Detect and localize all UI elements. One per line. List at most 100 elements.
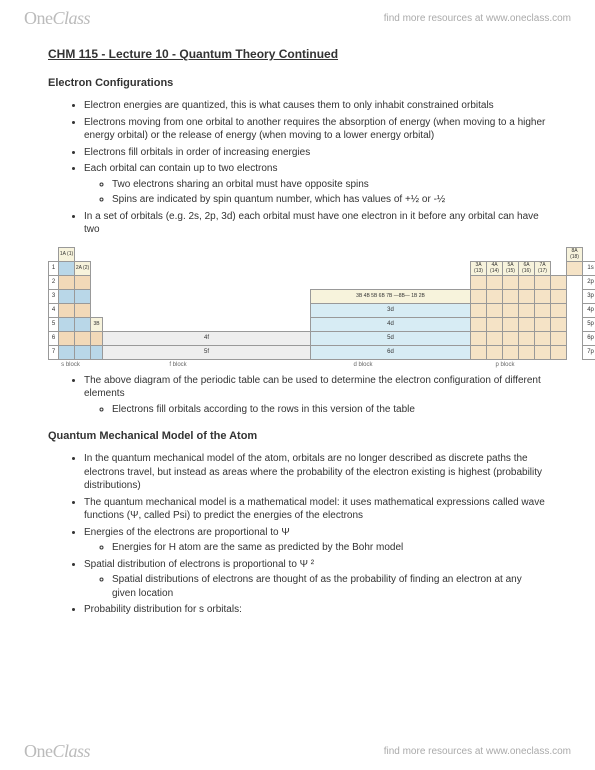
s-block-cell (75, 303, 91, 317)
list-text: Probability distribution for s orbitals: (84, 604, 242, 615)
s-block-cell (91, 331, 103, 345)
p-block-cell (487, 275, 503, 289)
s-block-cell (59, 275, 75, 289)
sub-list: Two electrons sharing an orbital must ha… (84, 178, 547, 207)
group-label: 5A (15) (503, 261, 519, 275)
list-text: Each orbital can contain up to two elect… (84, 163, 277, 174)
p-block-cell (487, 289, 503, 303)
orbital-label: 3p (583, 289, 595, 303)
period-num: 6 (49, 331, 59, 345)
block-label: p block (463, 362, 547, 368)
page-footer: OneClass find more resources at www.onec… (0, 733, 595, 770)
list-item: Electrons fill orbitals in order of incr… (84, 146, 547, 160)
p-block-cell (487, 345, 503, 359)
f-block-row: 5f (103, 345, 311, 359)
p-block-cell (551, 317, 567, 331)
p-block-cell (503, 331, 519, 345)
group-label: 3B (91, 317, 103, 331)
sub-list: Electrons fill orbitals according to the… (84, 403, 547, 417)
d-block-row: 5d (311, 331, 471, 345)
section2-title: Quantum Mechanical Model of the Atom (48, 430, 547, 442)
section1-after-list: The above diagram of the periodic table … (48, 374, 547, 417)
orbital-label: 5p (583, 317, 595, 331)
brand-part2: Class (53, 8, 91, 28)
period-num: 5 (49, 317, 59, 331)
list-item: Spatial distributions of electrons are t… (112, 573, 547, 600)
list-text: Electrons fill orbitals in order of incr… (84, 147, 310, 158)
list-text: In a set of orbitals (e.g. 2s, 2p, 3d) e… (84, 211, 539, 236)
p-block-cell (471, 303, 487, 317)
group-label: 2A (2) (75, 261, 91, 275)
list-item: Energies for H atom are the same as pred… (112, 541, 547, 555)
p-block-cell (567, 261, 583, 275)
period-num: 4 (49, 303, 59, 317)
p-block-cell (519, 275, 535, 289)
list-text: The quantum mechanical model is a mathem… (84, 497, 545, 522)
section1-list: Electron energies are quantized, this is… (48, 99, 547, 237)
p-block-cell (535, 275, 551, 289)
header-tagline: find more resources at www.oneclass.com (384, 13, 571, 24)
p-block-cell (519, 303, 535, 317)
p-block-cell (471, 331, 487, 345)
orbital-label: 4p (583, 303, 595, 317)
p-block-cell (519, 289, 535, 303)
d-block-row: 4d (311, 317, 471, 331)
brand-part1: One (24, 741, 53, 761)
p-block-cell (519, 331, 535, 345)
p-block-cell (503, 303, 519, 317)
group-label: 7A (17) (535, 261, 551, 275)
p-block-cell (503, 345, 519, 359)
list-item: Electron energies are quantized, this is… (84, 99, 547, 113)
list-item: Probability distribution for s orbitals: (84, 603, 547, 617)
list-text: The above diagram of the periodic table … (84, 375, 541, 400)
p-block-cell (471, 289, 487, 303)
list-item: In a set of orbitals (e.g. 2s, 2p, 3d) e… (84, 210, 547, 237)
period-num: 3 (49, 289, 59, 303)
block-label: s block (48, 362, 93, 368)
group-label: 8A (18) (567, 247, 583, 261)
d-block-row: 3d (311, 303, 471, 317)
p-block-cell (487, 331, 503, 345)
period-num: 2 (49, 275, 59, 289)
orbital-label: 7p (583, 345, 595, 359)
page-header: OneClass find more resources at www.onec… (0, 0, 595, 37)
p-block-cell (535, 345, 551, 359)
brand-logo: OneClass (24, 741, 90, 762)
p-block-cell (551, 331, 567, 345)
d-block-row: 6d (311, 345, 471, 359)
list-item: The quantum mechanical model is a mathem… (84, 496, 547, 523)
period-num: 7 (49, 345, 59, 359)
p-block-cell (551, 345, 567, 359)
block-label: d block (263, 362, 463, 368)
p-block-cell (503, 275, 519, 289)
block-labels-row: s block f block d block p block (48, 362, 547, 368)
block-label: f block (93, 362, 263, 368)
p-block-cell (551, 303, 567, 317)
p-block-cell (535, 331, 551, 345)
s-block-cell (75, 345, 91, 359)
orbital-label: 2p (583, 275, 595, 289)
s-block-cell (59, 345, 75, 359)
orbital-label: 1s (583, 261, 595, 275)
s-block-cell (59, 261, 75, 275)
s-block-cell (91, 345, 103, 359)
list-item: The above diagram of the periodic table … (84, 374, 547, 417)
s-block-cell (75, 275, 91, 289)
list-item: Spins are indicated by spin quantum numb… (112, 193, 547, 207)
p-block-cell (503, 289, 519, 303)
list-item: Electrons moving from one orbital to ano… (84, 116, 547, 143)
list-text: In the quantum mechanical model of the a… (84, 453, 542, 491)
p-block-cell (471, 345, 487, 359)
brand-part1: One (24, 8, 53, 28)
s-block-cell (59, 303, 75, 317)
p-block-cell (535, 303, 551, 317)
p-block-cell (535, 289, 551, 303)
section2-list: In the quantum mechanical model of the a… (48, 452, 547, 617)
group-label: 1A (1) (59, 247, 75, 261)
footer-tagline: find more resources at www.oneclass.com (384, 746, 571, 757)
periodic-table: 1A (1) 8A (18) 1 2A (2) 3A (13) 4A (14) … (48, 247, 595, 360)
list-item: Electrons fill orbitals according to the… (112, 403, 547, 417)
brand-logo: OneClass (24, 8, 90, 29)
s-block-cell (59, 317, 75, 331)
sub-list: Energies for H atom are the same as pred… (84, 541, 547, 555)
